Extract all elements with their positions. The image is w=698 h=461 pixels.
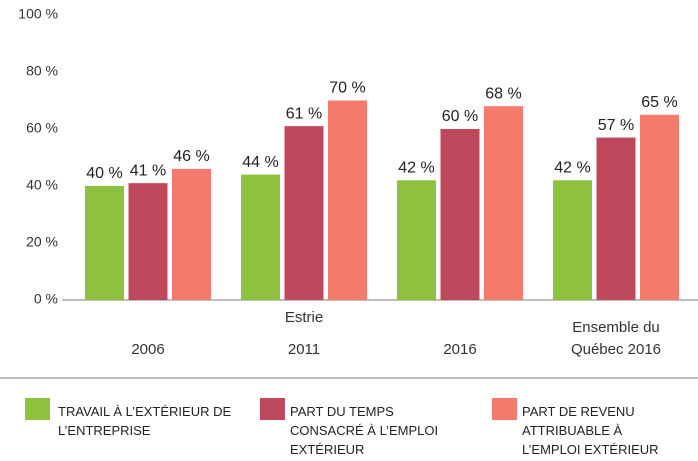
value-label: 70 % (329, 80, 365, 97)
x-tick-label: 2006 (131, 341, 165, 358)
value-label: 42 % (398, 160, 434, 177)
bar (640, 114, 679, 300)
y-tick-label: 0 % (34, 291, 58, 307)
y-tick-label: 80 % (26, 63, 58, 79)
bar (241, 174, 280, 300)
bar (85, 186, 124, 300)
legend-swatch (492, 398, 517, 420)
bar (596, 137, 636, 300)
bar (172, 168, 211, 300)
x-tick-label: 2016 (443, 341, 477, 358)
legend-label: PART DE REVENU ATTRIBUABLE À L’EMPLOI EX… (522, 404, 659, 457)
value-label: 61 % (286, 105, 322, 122)
y-tick-label: 40 % (26, 177, 58, 193)
legend-label: TRAVAIL À L’EXTÉRIEUR DE L’ENTREPRISE (58, 404, 232, 438)
y-tick-label: 20 % (26, 234, 58, 250)
y-tick-label: 100 % (18, 6, 58, 22)
bar (284, 126, 324, 301)
legend-swatch (25, 398, 50, 420)
bar (328, 100, 367, 300)
bar (484, 106, 523, 300)
bar (553, 180, 592, 300)
value-label: 65 % (641, 94, 677, 111)
value-label: 41 % (130, 162, 166, 179)
group-label: Estrie (284, 309, 324, 326)
bar (397, 180, 436, 300)
value-label: 60 % (442, 108, 478, 125)
legend-swatch (260, 398, 285, 420)
bar (128, 183, 168, 300)
y-tick-label: 60 % (26, 120, 58, 136)
value-label: 40 % (86, 165, 122, 182)
value-label: 44 % (242, 154, 278, 171)
value-label: 57 % (598, 117, 634, 134)
legend-label: PART DU TEMPS CONSACRÉ À L’EMPLOI EXTÉRI… (290, 404, 439, 457)
value-label: 46 % (173, 148, 209, 165)
value-label: 68 % (485, 85, 521, 102)
x-tick-label: 2011 (287, 341, 321, 358)
value-label: 42 % (554, 160, 590, 177)
x-tick-label: Ensemble du Québec 2016 (570, 319, 662, 358)
bar (440, 129, 480, 300)
